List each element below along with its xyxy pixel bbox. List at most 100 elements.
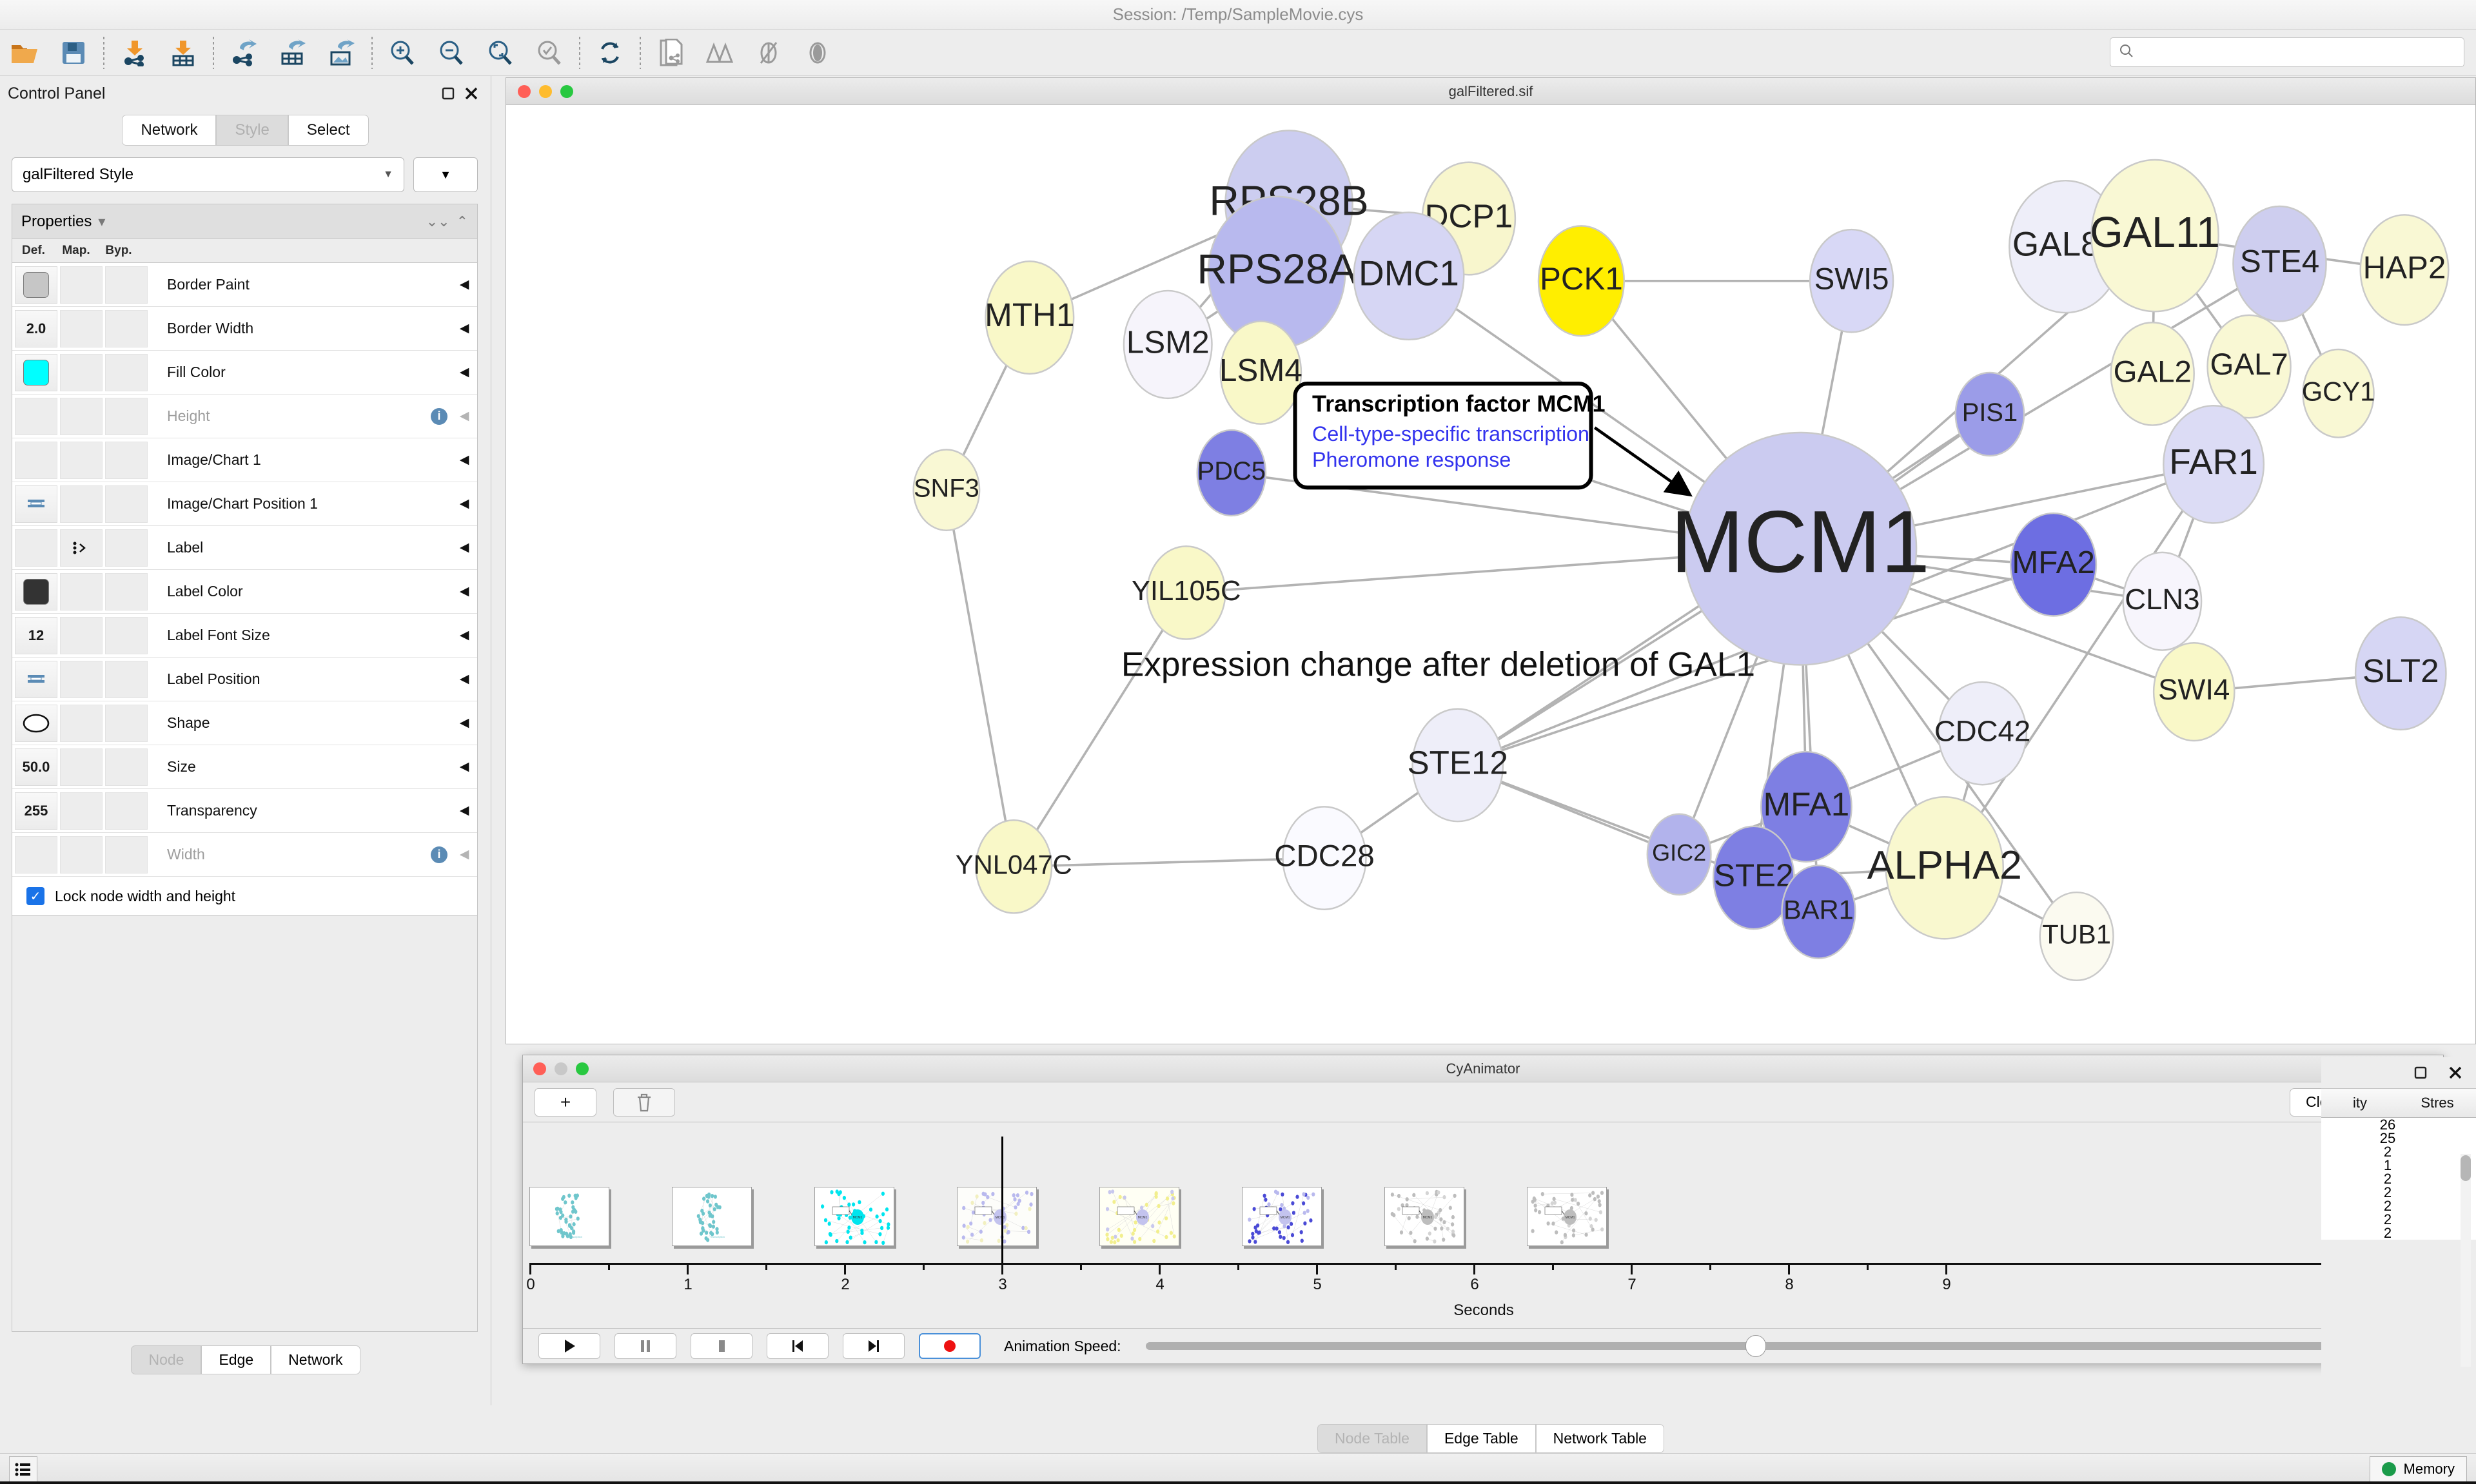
property-default-cell[interactable] bbox=[15, 353, 57, 391]
property-mapping-cell[interactable] bbox=[60, 529, 103, 567]
property-bypass-cell[interactable] bbox=[105, 572, 148, 610]
table-scrollbar-thumb[interactable] bbox=[2461, 1155, 2471, 1181]
property-expand-arrow[interactable]: ◀ bbox=[459, 278, 469, 291]
property-row[interactable]: Height i ◀ bbox=[12, 395, 477, 438]
property-bypass-cell[interactable] bbox=[105, 835, 148, 874]
network-node[interactable]: STE2 bbox=[1713, 825, 1795, 930]
property-bypass-cell[interactable] bbox=[105, 441, 148, 479]
network-edge[interactable] bbox=[1014, 857, 1325, 868]
color-swatch[interactable] bbox=[23, 578, 49, 605]
network-graph[interactable]: RPS28BRPS28ADCP1DMC1PCK1SWI5GAL80GAL11ST… bbox=[506, 105, 2475, 1044]
style-options-menu-button[interactable]: ▼ bbox=[413, 157, 478, 192]
network-node[interactable]: GAL11 bbox=[2090, 159, 2220, 313]
import-network-icon[interactable] bbox=[110, 30, 159, 76]
network-node[interactable]: YIL105C bbox=[1132, 545, 1241, 640]
network-node[interactable]: MTH1 bbox=[985, 260, 1075, 375]
column-header-betweenness[interactable]: ity bbox=[2353, 1095, 2367, 1111]
property-expand-arrow[interactable]: ◀ bbox=[459, 322, 469, 335]
network-node[interactable]: CLN3 bbox=[2122, 551, 2203, 651]
property-mapping-cell[interactable] bbox=[60, 572, 103, 610]
property-mapping-cell[interactable] bbox=[60, 660, 103, 698]
hide-icon[interactable] bbox=[695, 30, 744, 76]
pause-button[interactable] bbox=[614, 1333, 676, 1359]
network-node[interactable]: SLT2 bbox=[2354, 616, 2447, 731]
table-body[interactable]: 26 25 2 1 2 2 2 2 2 bbox=[2321, 1116, 2476, 1241]
property-bypass-cell[interactable] bbox=[105, 485, 148, 523]
network-node[interactable]: MFA1 bbox=[1760, 750, 1852, 863]
property-default-cell[interactable] bbox=[15, 485, 57, 523]
new-network-icon[interactable] bbox=[646, 30, 695, 76]
property-row[interactable]: Image/Chart Position 1 ◀ bbox=[12, 482, 477, 526]
minimize-window-icon[interactable] bbox=[555, 1062, 567, 1075]
property-mapping-cell[interactable] bbox=[60, 792, 103, 830]
property-default-cell[interactable] bbox=[15, 835, 57, 874]
property-bypass-cell[interactable] bbox=[105, 660, 148, 698]
table-row[interactable]: 2 bbox=[2383, 1197, 2392, 1214]
bottom-tab-network[interactable]: Network bbox=[271, 1345, 360, 1374]
import-table-icon[interactable] bbox=[159, 30, 208, 76]
property-expand-arrow[interactable]: ◀ bbox=[459, 760, 469, 774]
network-node[interactable]: RPS28A bbox=[1197, 195, 1357, 349]
properties-menu-icon[interactable]: ▾ bbox=[98, 213, 106, 229]
property-default-cell[interactable] bbox=[15, 441, 57, 479]
search-input[interactable] bbox=[2140, 44, 2455, 60]
animation-frame[interactable]: MCM1 bbox=[1242, 1187, 1322, 1246]
close-icon[interactable] bbox=[2444, 1061, 2467, 1084]
network-node[interactable]: STE12 bbox=[1408, 708, 1509, 823]
property-mapping-cell[interactable] bbox=[60, 704, 103, 742]
property-mapping-cell[interactable] bbox=[60, 485, 103, 523]
property-default-cell[interactable]: 255 bbox=[15, 792, 57, 830]
animation-speed-slider[interactable] bbox=[1145, 1335, 2417, 1357]
zoom-in-icon[interactable] bbox=[378, 30, 427, 76]
animation-frame[interactable]: MCM1 bbox=[814, 1187, 894, 1246]
network-node[interactable]: ALPHA2 bbox=[1867, 796, 2022, 940]
collapse-all-icon[interactable]: ⌃ bbox=[456, 213, 468, 229]
property-expand-arrow[interactable]: ◀ bbox=[459, 672, 469, 686]
network-node[interactable]: MCM1 bbox=[1671, 431, 1930, 666]
zoom-fit-icon[interactable] bbox=[476, 30, 525, 76]
property-default-cell[interactable] bbox=[15, 529, 57, 567]
table-row[interactable]: 2 bbox=[2383, 1184, 2392, 1200]
property-row[interactable]: Image/Chart 1 ◀ bbox=[12, 438, 477, 482]
property-mapping-cell[interactable] bbox=[60, 266, 103, 304]
property-row[interactable]: Border Paint ◀ bbox=[12, 263, 477, 307]
property-bypass-cell[interactable] bbox=[105, 792, 148, 830]
property-default-cell[interactable] bbox=[15, 266, 57, 304]
lock-checkbox[interactable]: ✓ bbox=[26, 887, 44, 905]
network-node[interactable]: STE4 bbox=[2232, 205, 2327, 322]
property-mapping-cell[interactable] bbox=[60, 353, 103, 391]
zoom-out-icon[interactable] bbox=[427, 30, 476, 76]
property-expand-arrow[interactable]: ◀ bbox=[459, 541, 469, 554]
frame-strip[interactable]: Transcription Transcription MCM1 MCM1 MCM1 MC… bbox=[529, 1187, 1669, 1246]
list-icon[interactable] bbox=[9, 1456, 37, 1482]
export-image-icon[interactable] bbox=[317, 30, 366, 76]
property-mapping-cell[interactable] bbox=[60, 441, 103, 479]
table-row[interactable]: 2 bbox=[2383, 1224, 2392, 1241]
property-mapping-cell[interactable] bbox=[60, 616, 103, 654]
table-row[interactable]: 26 bbox=[2379, 1116, 2396, 1133]
property-row[interactable]: 255 Transparency ◀ bbox=[12, 789, 477, 833]
property-bypass-cell[interactable] bbox=[105, 529, 148, 567]
window-traffic-lights[interactable] bbox=[518, 84, 573, 98]
network-node[interactable]: LSM2 bbox=[1123, 289, 1213, 400]
property-default-cell[interactable] bbox=[15, 704, 57, 742]
maximize-window-icon[interactable] bbox=[576, 1062, 589, 1075]
lock-node-size-row[interactable]: ✓ Lock node width and height bbox=[12, 877, 477, 916]
property-expand-arrow[interactable]: ◀ bbox=[459, 366, 469, 379]
cyanimator-timeline[interactable]: Transcription Transcription MCM1 MCM1 MCM1 MC… bbox=[523, 1122, 2443, 1329]
table-row[interactable]: 25 bbox=[2379, 1129, 2396, 1146]
close-window-icon[interactable] bbox=[518, 84, 531, 98]
property-bypass-cell[interactable] bbox=[105, 353, 148, 391]
network-node[interactable]: PCK1 bbox=[1537, 225, 1625, 337]
annotation-callout[interactable]: Transcription factor MCM1 Cell-type-speci… bbox=[1293, 382, 1693, 497]
tab-edge-table[interactable]: Edge Table bbox=[1426, 1424, 1536, 1453]
network-node[interactable]: PIS1 bbox=[1954, 371, 2025, 457]
network-node[interactable]: HAP2 bbox=[2359, 214, 2450, 326]
record-button[interactable] bbox=[919, 1333, 981, 1359]
network-node[interactable]: SWI4 bbox=[2152, 641, 2235, 742]
network-node[interactable]: TUB1 bbox=[2039, 891, 2114, 982]
property-mapping-cell[interactable] bbox=[60, 397, 103, 435]
property-default-cell[interactable] bbox=[15, 660, 57, 698]
export-network-icon[interactable] bbox=[219, 30, 268, 76]
network-edge[interactable] bbox=[945, 489, 1015, 867]
